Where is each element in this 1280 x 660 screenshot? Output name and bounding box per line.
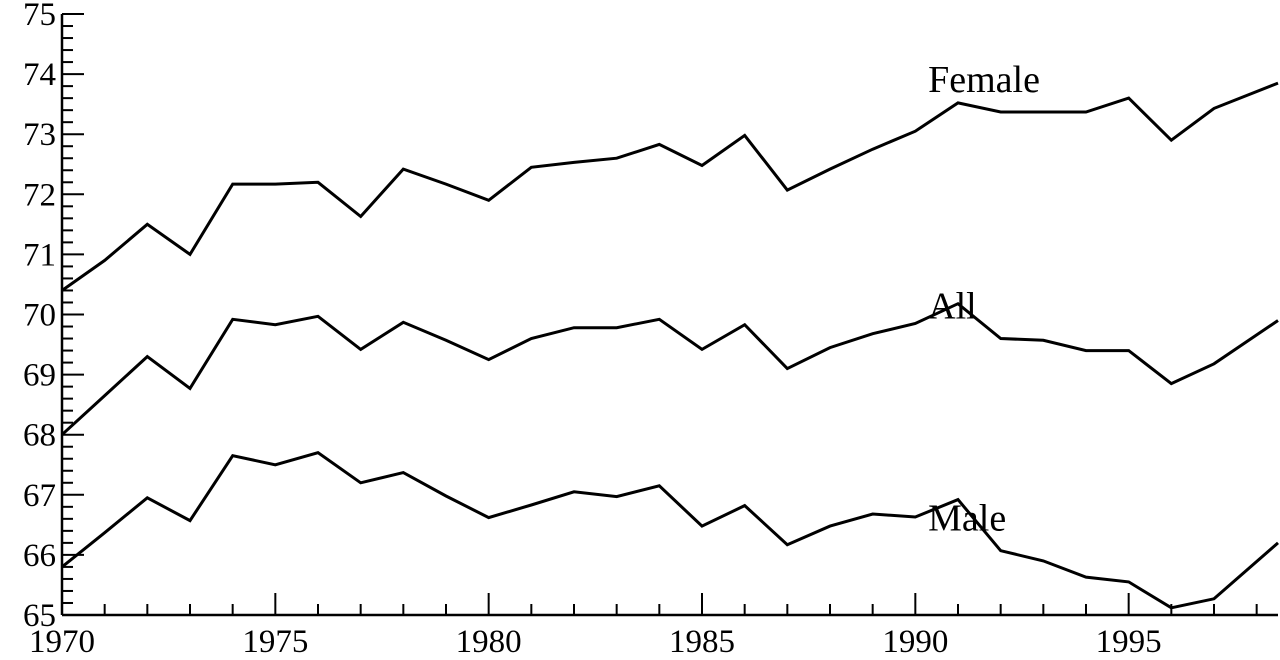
- chart-axes: [60, 14, 1278, 617]
- series-line-male: [61, 451, 1279, 610]
- y-tick-label: 72: [23, 177, 56, 213]
- series-label-male: Male: [928, 498, 1006, 540]
- series-label-all: All: [928, 286, 977, 328]
- y-tick-label: 66: [23, 538, 56, 574]
- y-tick-label: 68: [23, 418, 56, 454]
- chart-series-lines: [60, 81, 1279, 610]
- y-tick-label: 70: [23, 298, 56, 334]
- x-tick-label: 1970: [29, 624, 95, 660]
- y-tick-label: 71: [23, 237, 56, 273]
- y-tick-label: 73: [23, 117, 56, 153]
- x-tick-label: 1975: [242, 624, 308, 660]
- series-line-female: [61, 81, 1279, 292]
- series-label-female: Female: [928, 59, 1040, 101]
- x-tick-label: 1985: [669, 624, 735, 660]
- y-tick-label: 69: [23, 358, 56, 394]
- y-tick-label: 67: [23, 478, 56, 514]
- series-line-all: [60, 301, 1279, 436]
- y-tick-label: 74: [23, 57, 56, 93]
- x-tick-label: 1990: [882, 624, 948, 660]
- chart-series-labels: Female All Male: [928, 59, 1040, 540]
- y-tick-label: 65: [23, 598, 56, 634]
- chart-ticks: [61, 13, 1258, 616]
- x-tick-label: 1980: [456, 624, 522, 660]
- x-tick-label: 1995: [1096, 624, 1162, 660]
- chart-tick-labels: 65 66 67 68 69 70 71 72 73 74 75 1970 1975 1980 1985 19…: [23, 0, 1162, 660]
- y-tick-label: 75: [23, 0, 56, 33]
